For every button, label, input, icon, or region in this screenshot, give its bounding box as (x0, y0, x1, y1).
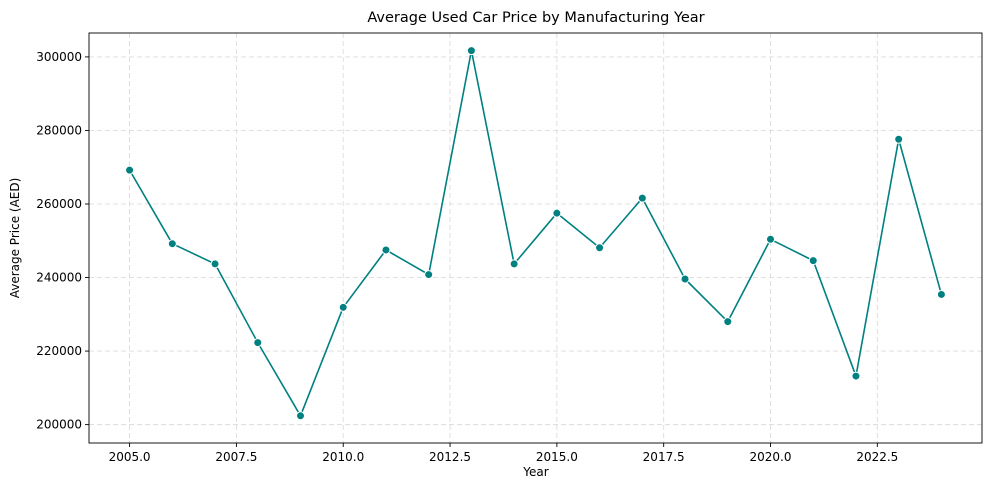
data-point (723, 317, 733, 327)
data-point (894, 134, 904, 144)
data-point (125, 165, 135, 175)
x-tick-label: 2022.5 (856, 450, 898, 464)
y-axis-ticks: 200000 220000 240000 260000 280000 300000 (36, 50, 89, 432)
y-tick-label: 240000 (36, 271, 82, 285)
data-point (509, 259, 519, 269)
data-point (552, 208, 562, 218)
data-point (637, 193, 647, 203)
plot-frame (88, 32, 983, 444)
data-point (338, 302, 348, 312)
x-axis-label: Year (522, 465, 548, 479)
y-tick-label: 200000 (36, 418, 82, 432)
series (125, 46, 946, 421)
x-tick-label: 2020.0 (750, 450, 792, 464)
data-point (253, 338, 263, 348)
y-tick-label: 220000 (36, 344, 82, 358)
x-tick-label: 2005.0 (109, 450, 151, 464)
data-point (381, 245, 391, 255)
series-line (128, 49, 943, 417)
data-point (851, 371, 861, 381)
data-point (680, 274, 690, 284)
y-tick-label: 260000 (36, 197, 82, 211)
data-point (167, 239, 177, 249)
y-tick-label: 300000 (36, 50, 82, 64)
data-point (296, 411, 305, 421)
x-axis-ticks: 2005.0 2007.5 2010.0 2012.5 2015.0 2017.5 2020… (109, 443, 898, 464)
y-axis-label: Average Price (AED) (8, 178, 22, 299)
data-point (466, 46, 476, 56)
x-tick-label: 2010.0 (322, 450, 364, 464)
chart-title: Average Used Car Price by Manufacturing … (367, 10, 704, 26)
x-tick-label: 2017.5 (643, 450, 685, 464)
data-point (766, 234, 775, 244)
data-point (424, 270, 434, 280)
x-tick-label: 2012.5 (429, 450, 471, 464)
x-tick-label: 2015.0 (536, 450, 578, 464)
data-point (595, 243, 605, 253)
data-point (808, 256, 818, 266)
data-point (936, 289, 946, 299)
data-point (210, 259, 220, 269)
y-tick-label: 280000 (36, 123, 82, 137)
x-tick-label: 2007.5 (215, 450, 257, 464)
